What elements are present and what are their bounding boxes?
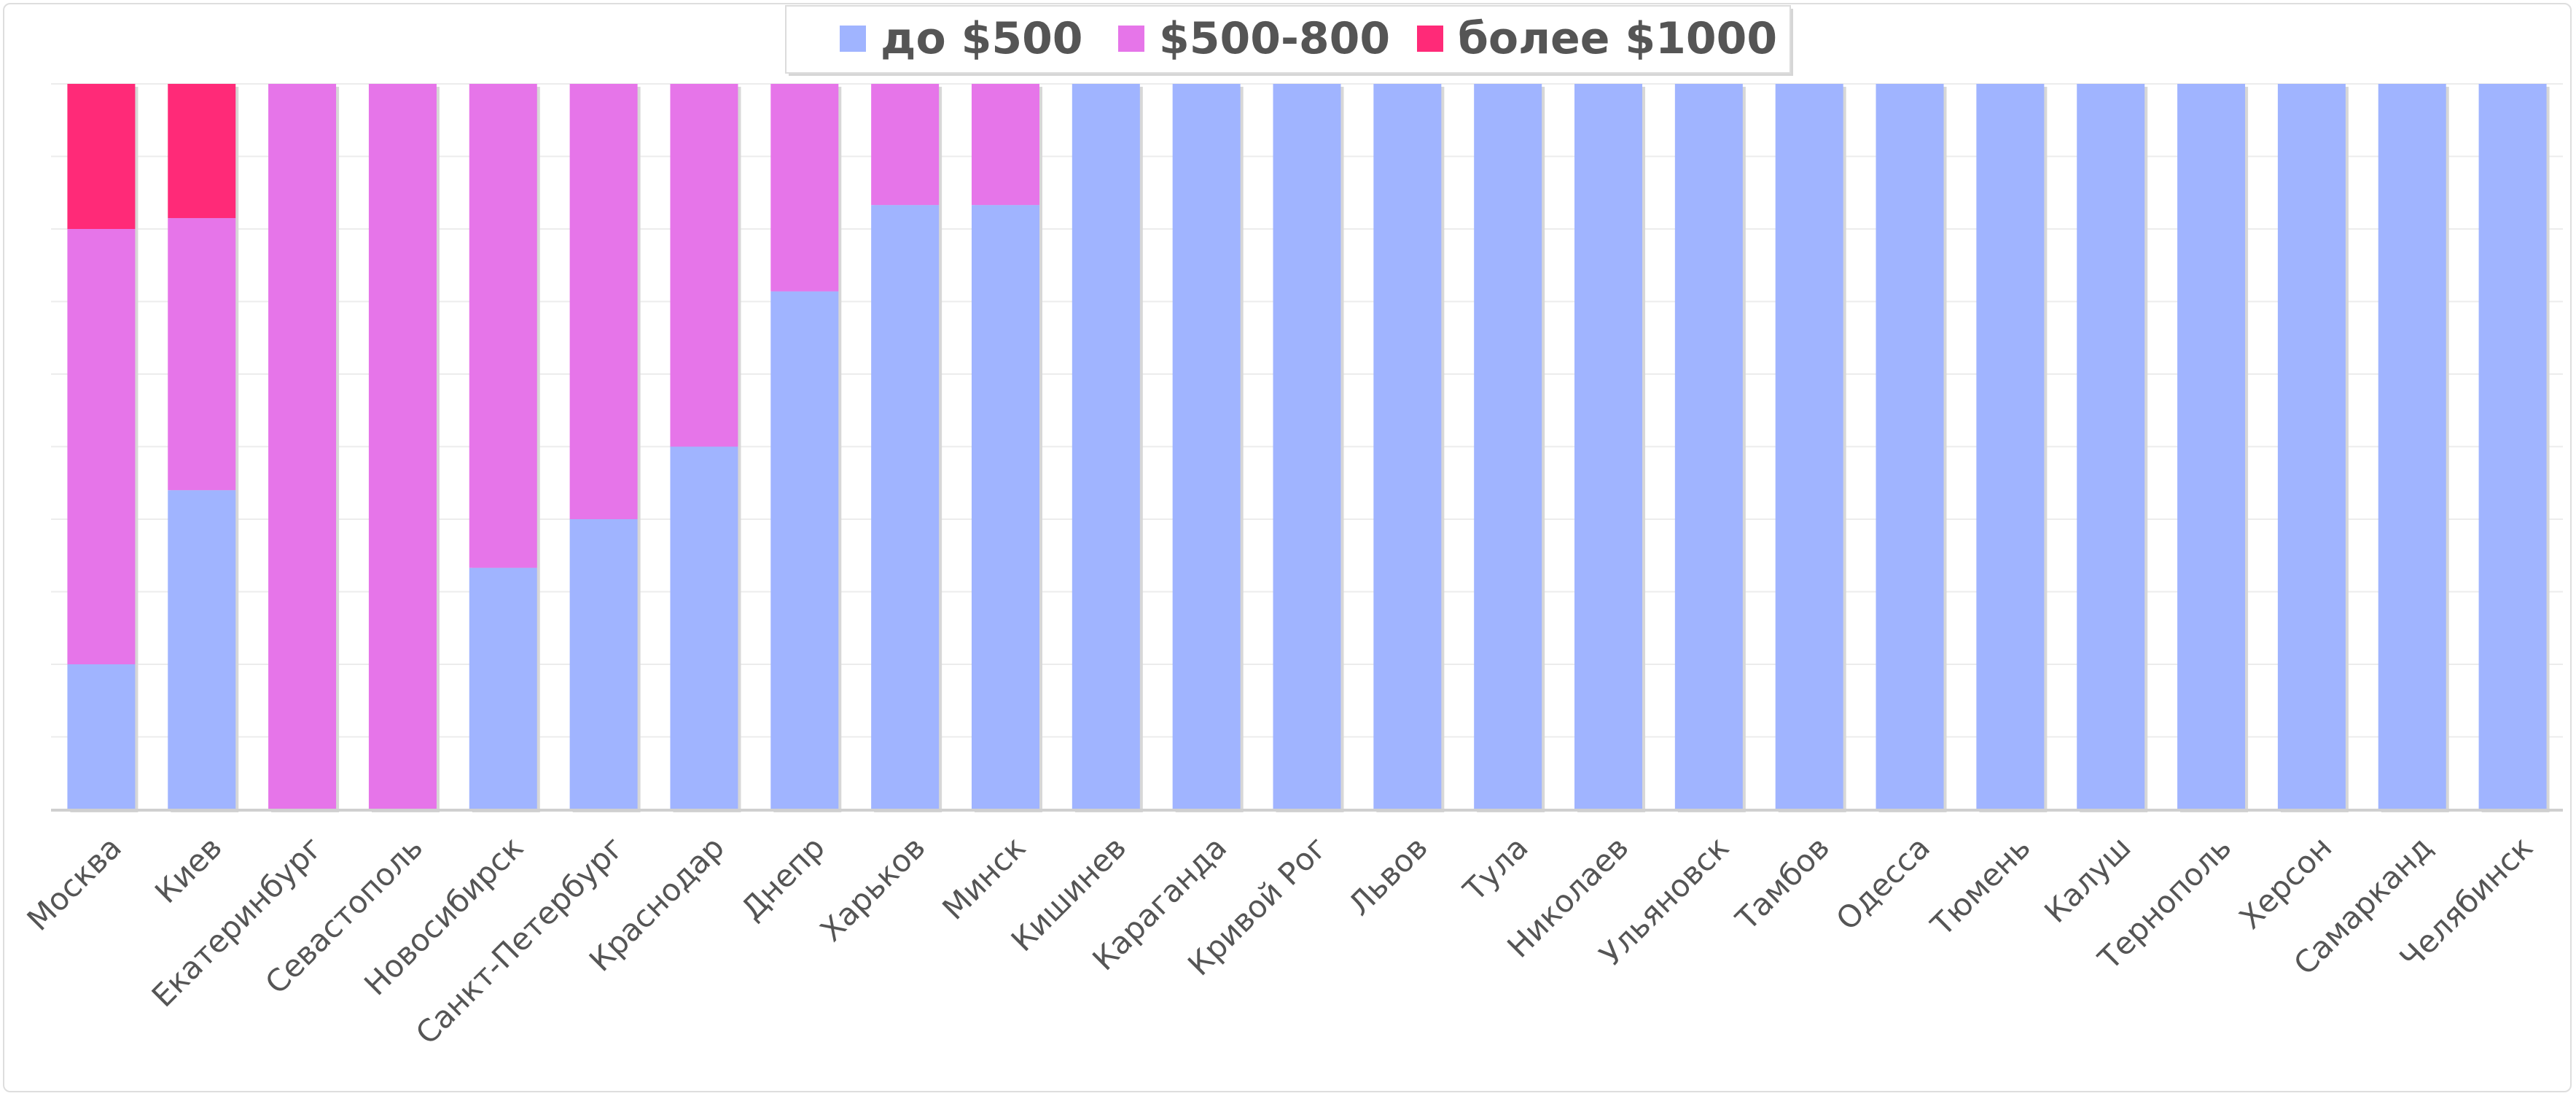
x-tick-label: Тюмень xyxy=(1924,829,2037,943)
legend-swatch xyxy=(1417,26,1443,52)
legend-item[interactable]: более $1000 xyxy=(1417,13,1777,64)
legend-swatch xyxy=(1118,26,1144,52)
bar-segment-Екатеринбург-$500-800[interactable] xyxy=(268,84,337,809)
legend[interactable]: до $500 $500-800 более $1000 xyxy=(785,5,1793,76)
bar-segment-Николаев-до $500[interactable] xyxy=(1574,84,1643,809)
legend-item[interactable]: $500-800 xyxy=(1118,13,1390,64)
legend-label: до $500 xyxy=(881,13,1083,64)
bar-segment-Херсон-до $500[interactable] xyxy=(2277,84,2346,809)
bar-segment-Москва-до $500[interactable] xyxy=(67,664,136,809)
bar-segment-Киев-до $500[interactable] xyxy=(168,490,236,809)
legend-box xyxy=(785,5,1791,74)
bar-segment-Киев-$500-800[interactable] xyxy=(168,218,236,491)
x-tick-label: Харьков xyxy=(813,829,932,948)
bar-segment-Харьков-$500-800[interactable] xyxy=(871,84,940,206)
bar-segment-Львов-до $500[interactable] xyxy=(1373,84,1442,809)
x-tick-label: Львов xyxy=(1341,829,1435,922)
x-tick-label: Минск xyxy=(935,829,1032,926)
bar-segment-Кишинев-до $500[interactable] xyxy=(1072,84,1140,809)
bar-segment-Ульяновск-до $500[interactable] xyxy=(1674,84,1743,809)
bar-segment-Санкт-Петербург-до $500[interactable] xyxy=(569,519,638,809)
legend-label: $500-800 xyxy=(1159,13,1390,64)
bar-segment-Тамбов-до $500[interactable] xyxy=(1775,84,1843,809)
bar-segment-Днепр-$500-800[interactable] xyxy=(770,84,839,292)
bar-segment-Краснодар-до $500[interactable] xyxy=(670,446,738,810)
bar-segment-Кривой Рог-до $500[interactable] xyxy=(1273,84,1341,809)
bar-segment-Москва-более $1000[interactable] xyxy=(67,84,136,229)
bar-segment-Новосибирск-до $500[interactable] xyxy=(469,567,537,809)
bar-segment-Краснодар-$500-800[interactable] xyxy=(670,84,738,447)
x-tick-label: Тамбов xyxy=(1728,829,1836,937)
x-tick-label: Одесса xyxy=(1829,829,1937,937)
bar-segment-Самарканд-до $500[interactable] xyxy=(2378,84,2446,809)
bar-segment-Харьков-до $500[interactable] xyxy=(871,205,940,809)
x-tick-label: Калуш xyxy=(2037,829,2138,930)
bar-segment-Тула-до $500[interactable] xyxy=(1474,84,1542,809)
bar-segment-Одесса-до $500[interactable] xyxy=(1876,84,1944,809)
legend-item[interactable]: до $500 xyxy=(840,13,1083,64)
x-tick-label: Екатеринбург xyxy=(145,829,329,1014)
bar-segment-Челябинск-до $500[interactable] xyxy=(2478,84,2547,809)
bar-segment-Караганда-до $500[interactable] xyxy=(1172,84,1241,809)
bar-segment-Калуш-до $500[interactable] xyxy=(2077,84,2145,809)
bar-segment-Минск-$500-800[interactable] xyxy=(971,84,1039,206)
bar-segment-Тюмень-до $500[interactable] xyxy=(1976,84,2045,809)
bar-segment-Севастополь-$500-800[interactable] xyxy=(368,84,437,809)
bar-segment-Днепр-до $500[interactable] xyxy=(770,291,839,809)
bar-segment-Киев-более $1000[interactable] xyxy=(168,84,236,219)
x-tick-label: Тула xyxy=(1456,829,1534,908)
x-tick-label: Киев xyxy=(148,829,229,910)
legend-swatch xyxy=(840,26,866,52)
x-tick-labels: Москва КиевЕкатеринбургСевастопольНовосиб… xyxy=(20,829,2540,1051)
bars xyxy=(67,84,2550,812)
bar-segment-Новосибирск-$500-800[interactable] xyxy=(469,84,537,568)
bar-segment-Минск-до $500[interactable] xyxy=(971,205,1039,809)
legend-label: более $1000 xyxy=(1458,13,1777,64)
bar-segment-Санкт-Петербург-$500-800[interactable] xyxy=(569,84,638,519)
bar-segment-Москва-$500-800[interactable] xyxy=(67,229,136,664)
bar-segment-Тернополь-до $500[interactable] xyxy=(2177,84,2246,809)
x-tick-label: Днепр xyxy=(734,829,832,927)
x-tick-label: Москва xyxy=(20,829,128,937)
